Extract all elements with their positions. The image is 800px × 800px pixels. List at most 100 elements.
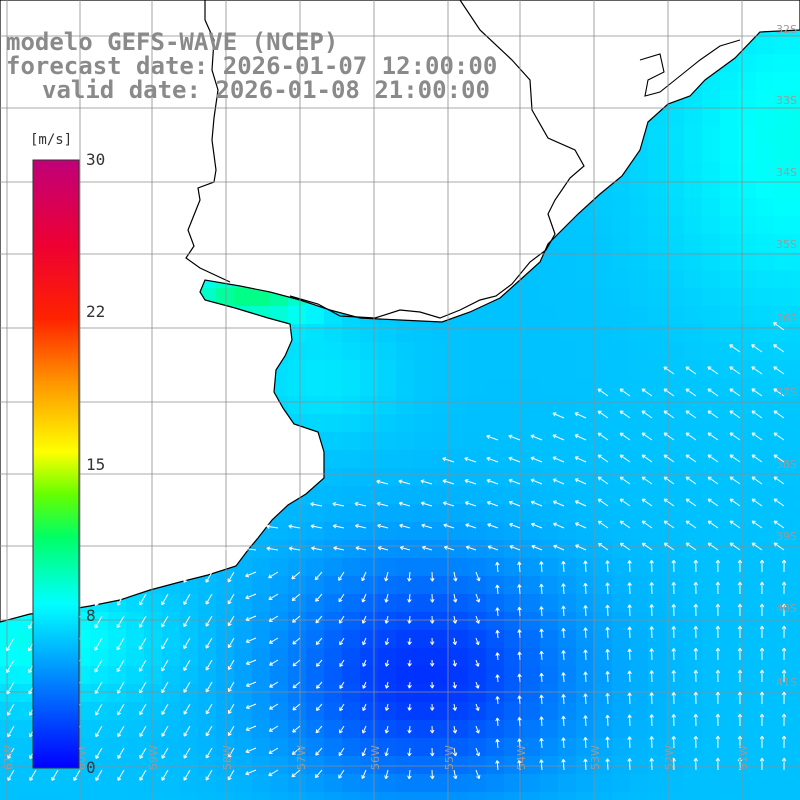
wind-cell [270, 792, 289, 800]
wind-cell [774, 36, 793, 55]
wind-cell [738, 666, 757, 685]
wind-arrow [530, 434, 543, 441]
wind-cell [396, 684, 415, 703]
wind-arrow [619, 388, 631, 397]
wind-cell [648, 468, 667, 487]
wind-arrow [561, 560, 566, 573]
wind-cell [594, 252, 613, 271]
wind-arrow [452, 659, 457, 667]
wind-cell [774, 468, 793, 487]
wind-cell [666, 630, 685, 649]
wind-cell [702, 450, 721, 469]
wind-cell [522, 306, 541, 325]
wind-arrow [715, 603, 721, 617]
wind-cell [54, 612, 73, 631]
wind-cell [774, 90, 793, 109]
wind-cell [792, 414, 800, 433]
wind-cell [0, 738, 19, 757]
wind-arrow [339, 637, 345, 646]
wind-cell [342, 360, 361, 379]
wind-cell [306, 594, 325, 613]
wind-arrow [627, 560, 632, 573]
wind-arrow [737, 647, 743, 661]
wind-cell [72, 702, 91, 721]
wind-arrow [773, 476, 785, 485]
wind-cell [666, 396, 685, 415]
wind-arrow [117, 703, 125, 716]
wind-cell [486, 450, 505, 469]
wind-cell [684, 720, 703, 739]
wind-cell [18, 774, 37, 793]
wind-arrow [663, 454, 675, 463]
wind-cell [324, 504, 343, 523]
wind-cell [612, 396, 631, 415]
wind-cell [504, 648, 523, 667]
wind-arrow [530, 456, 543, 463]
wind-cell [738, 792, 757, 800]
wind-cell [288, 738, 307, 757]
wind-arrow [685, 454, 697, 463]
wind-cell [774, 576, 793, 595]
wind-cell [396, 630, 415, 649]
wind-cell [774, 306, 793, 325]
wind-cell [486, 594, 505, 613]
wind-cell [504, 540, 523, 559]
wind-arrow [781, 603, 787, 617]
wind-cell [432, 432, 451, 451]
wind-cell [414, 720, 433, 739]
wind-cell [522, 342, 541, 361]
wind-cell [522, 738, 541, 757]
wind-arrow [487, 523, 499, 529]
wind-cell [648, 342, 667, 361]
wind-arrow [737, 581, 743, 595]
lat-label: 34S [776, 166, 797, 179]
lat-label: 41S [776, 676, 797, 689]
wind-cell [378, 324, 397, 343]
wind-cell [540, 468, 559, 487]
wind-cell [576, 252, 595, 271]
wind-cell [612, 666, 631, 685]
wind-cell [666, 738, 685, 757]
wind-cell [648, 432, 667, 451]
wind-cell [162, 666, 181, 685]
wind-cell [684, 360, 703, 379]
wind-cell [594, 378, 613, 397]
wind-cell [792, 378, 800, 397]
wind-cell [450, 666, 469, 685]
wind-cell [450, 360, 469, 379]
wind-arrow [486, 434, 499, 441]
wind-arrow [671, 559, 676, 573]
wind-cell [666, 504, 685, 523]
wind-cell [792, 342, 800, 361]
wind-cell [306, 720, 325, 739]
wind-arrow [183, 571, 191, 583]
wind-arrow [245, 747, 257, 754]
wind-cell [540, 396, 559, 415]
wind-arrow [583, 715, 588, 727]
wind-arrow [475, 725, 480, 734]
wind-arrow [751, 520, 763, 529]
wind-arrow [561, 650, 566, 661]
wind-arrow [269, 681, 279, 688]
wind-cell [216, 702, 235, 721]
wind-arrow [737, 625, 743, 639]
wind-cell [666, 126, 685, 145]
wind-cell [324, 486, 343, 505]
wind-arrow [663, 498, 675, 507]
wind-arrow [475, 615, 480, 624]
wind-cell [792, 684, 800, 703]
wind-cell [648, 414, 667, 433]
wind-cell [630, 306, 649, 325]
wind-arrow [517, 695, 522, 705]
wind-arrow [487, 545, 499, 551]
wind-cell [324, 774, 343, 793]
wind-cell [198, 666, 217, 685]
wind-cell [774, 594, 793, 613]
wind-cell [738, 720, 757, 739]
wind-arrow [781, 713, 787, 727]
wind-cell [630, 414, 649, 433]
wind-arrow [597, 520, 609, 529]
wind-cell [288, 360, 307, 379]
wind-arrow [517, 561, 522, 573]
wind-cell [738, 144, 757, 163]
